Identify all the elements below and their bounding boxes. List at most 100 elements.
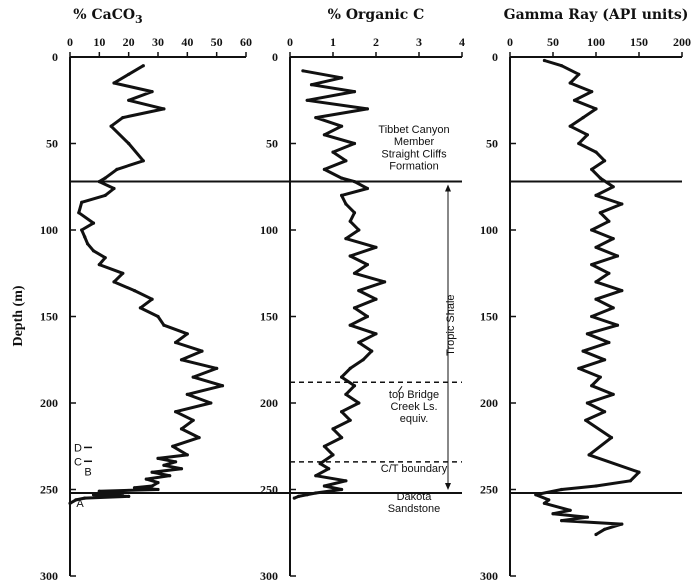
- data-point: [121, 116, 125, 120]
- caco3-panel: % CaCO3 0 10 20 30 40 50 60 0 50 100 150 200 250 300: [40, 7, 252, 582]
- annotation-text: Formation: [389, 160, 439, 172]
- y-tick-label: 200: [260, 396, 278, 410]
- annotation-text: C/T boundary: [381, 463, 448, 475]
- data-point: [581, 349, 585, 353]
- y-tick-label: 150: [480, 310, 498, 324]
- data-point: [179, 427, 184, 431]
- data-point: [344, 479, 348, 483]
- depth-axis-label: Depth (m): [11, 285, 26, 346]
- data-point: [594, 297, 598, 301]
- data-point: [297, 494, 301, 498]
- data-point: [615, 323, 620, 327]
- data-point: [620, 202, 624, 206]
- arrowhead-up: [445, 184, 451, 192]
- data-point: [352, 211, 357, 215]
- x-tick-label: 1: [330, 35, 336, 49]
- x-tick-label: 50: [547, 35, 559, 49]
- data-point: [138, 306, 142, 310]
- data-point: [191, 418, 195, 422]
- annotation-text: Creek Ls.: [390, 401, 437, 413]
- data-point: [365, 314, 369, 319]
- data-point: [292, 496, 296, 500]
- annotation-text: Member: [394, 136, 435, 148]
- data-point: [594, 280, 598, 284]
- data-point: [132, 289, 137, 293]
- data-point: [174, 410, 178, 414]
- data-point: [77, 211, 81, 215]
- data-point: [314, 474, 318, 478]
- data-point: [611, 306, 615, 310]
- data-point: [352, 141, 357, 146]
- data-point: [598, 375, 602, 379]
- data-point: [331, 427, 335, 431]
- data-point: [572, 98, 577, 102]
- data-point: [603, 159, 607, 163]
- data-point: [374, 332, 378, 336]
- gamma-ray-panel: Gamma Ray (API units) 0 50 100 150 200 0 50 100…: [480, 7, 691, 582]
- event-marker-label: C: [74, 456, 82, 468]
- data-point: [603, 527, 607, 531]
- data-point: [150, 470, 154, 474]
- data-point: [594, 245, 598, 249]
- data-point: [611, 392, 615, 396]
- data-point: [162, 463, 166, 467]
- data-point: [340, 410, 344, 414]
- x-tick-label: 3: [416, 35, 422, 49]
- data-point: [568, 508, 572, 512]
- x-tick-label: 30: [152, 35, 164, 49]
- data-point: [340, 436, 344, 440]
- annotation-text: equiv.: [400, 413, 429, 425]
- data-point: [611, 185, 615, 189]
- data-point: [68, 501, 72, 505]
- x-tick-label: 2: [373, 35, 379, 49]
- data-point: [374, 245, 378, 249]
- data-point: [156, 456, 160, 460]
- data-point: [318, 462, 322, 466]
- data-point: [577, 72, 581, 76]
- data-point: [340, 124, 344, 128]
- data-point: [568, 124, 572, 128]
- y-tick-label: 300: [480, 569, 498, 582]
- data-point: [162, 107, 166, 111]
- data-point: [156, 314, 160, 319]
- event-marker-label: D: [74, 442, 82, 454]
- y-tick-label: 200: [40, 396, 58, 410]
- data-point: [590, 90, 594, 94]
- x-tick-label: 10: [93, 35, 105, 49]
- data-point: [577, 366, 581, 370]
- data-point: [174, 340, 178, 345]
- data-point: [594, 150, 598, 154]
- data-point: [590, 167, 594, 171]
- data-point: [141, 159, 145, 163]
- data-point: [620, 289, 624, 293]
- data-point: [185, 392, 189, 396]
- data-point: [127, 72, 131, 76]
- data-point: [603, 410, 607, 414]
- y-tick-label: 100: [40, 223, 58, 237]
- data-point: [162, 323, 166, 327]
- data-point: [542, 501, 547, 505]
- data-point: [615, 254, 620, 258]
- data-point: [560, 64, 564, 68]
- data-point: [581, 116, 585, 120]
- y-tick-label: 50: [266, 137, 278, 151]
- y-tick-label: 200: [480, 396, 498, 410]
- data-point: [322, 484, 326, 488]
- data-point: [344, 237, 348, 241]
- y-tick-label: 250: [480, 483, 498, 497]
- data-point: [348, 366, 352, 370]
- data-series-line: [69, 64, 224, 505]
- data-point: [590, 263, 594, 267]
- data-point: [585, 401, 590, 405]
- data-point: [365, 186, 369, 191]
- x-tick-label: 40: [181, 35, 193, 49]
- annotation-text: Dakota: [397, 491, 433, 503]
- data-point: [103, 176, 107, 180]
- data-point: [144, 477, 148, 481]
- data-point: [74, 498, 78, 502]
- data-point: [141, 64, 145, 68]
- data-point: [357, 228, 361, 232]
- data-point: [127, 141, 131, 146]
- x-tick-label: 60: [240, 35, 252, 49]
